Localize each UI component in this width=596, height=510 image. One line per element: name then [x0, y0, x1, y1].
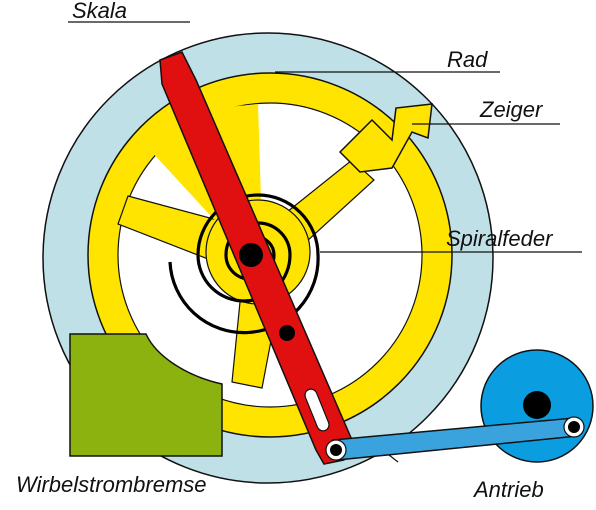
lever-mid-dot [279, 325, 295, 341]
label-rad: Rad [447, 47, 488, 72]
eddy-current-brake [69, 333, 223, 457]
drive-axle-dot [523, 391, 551, 419]
scale-notch [370, 440, 440, 505]
pointer-icon [338, 103, 433, 173]
label-spiralfeder: Spiralfeder [446, 226, 554, 251]
label-wirbelstrombremse: Wirbelstrombremse [16, 472, 207, 497]
lever-pivot-dot [239, 243, 263, 267]
label-skala: Skala [72, 0, 127, 23]
drive [480, 349, 594, 463]
crank-joint-right-dot [568, 421, 580, 433]
label-zeiger: Zeiger [479, 97, 544, 122]
crank-joint-left-dot [330, 444, 342, 456]
lever-arm-slot [304, 388, 330, 432]
crank-rod [325, 416, 585, 461]
label-antrieb: Antrieb [472, 477, 544, 502]
